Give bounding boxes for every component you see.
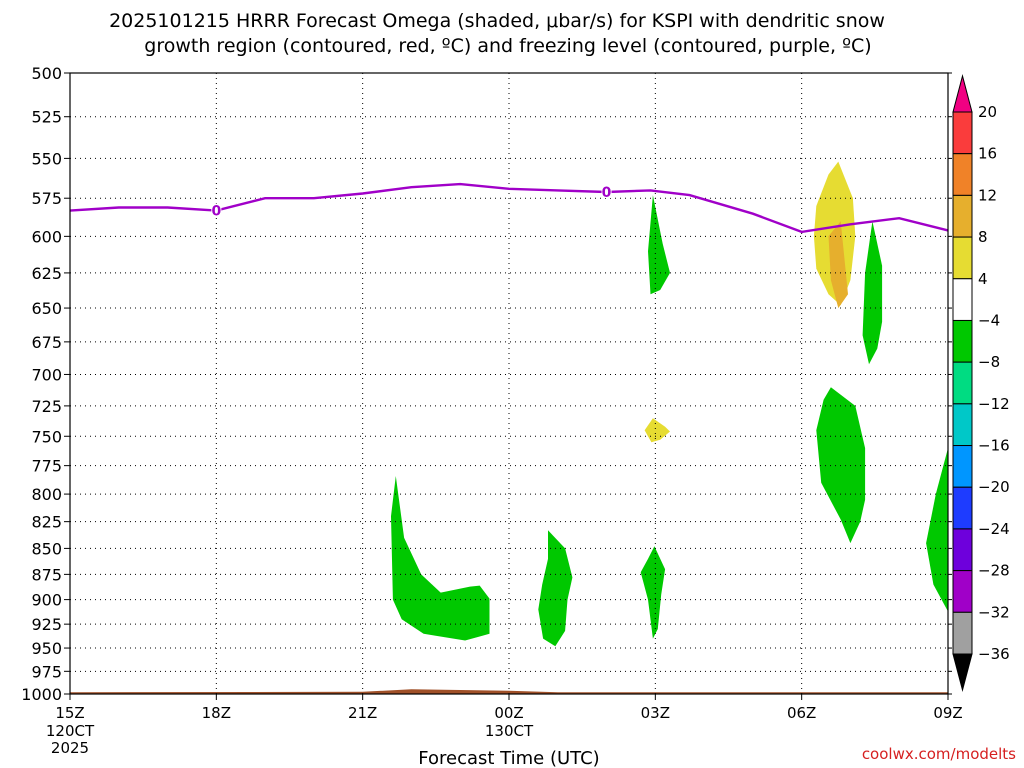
colorbar-label-13: −36 xyxy=(978,645,1010,663)
colorbar-swatch-8 xyxy=(952,445,973,488)
x-tick-label-15: 06Z xyxy=(787,704,816,722)
colorbar-bottom-arrow xyxy=(952,653,973,692)
y-tick-label-625: 625 xyxy=(31,264,62,283)
y-tick-label-725: 725 xyxy=(31,397,62,416)
omega-region-1 xyxy=(538,530,573,647)
omega-region-5 xyxy=(862,221,883,365)
x-date-label-0-0: 120CT xyxy=(46,722,95,740)
y-tick-label-1000: 1000 xyxy=(21,685,62,704)
freezing-label-bg-1 xyxy=(601,184,612,198)
colorbar-label-10: −24 xyxy=(978,520,1010,538)
omega-region-9 xyxy=(828,221,848,309)
colorbar-label-8: −16 xyxy=(978,437,1010,455)
y-tick-label-800: 800 xyxy=(31,485,62,504)
colorbar-label-1: 16 xyxy=(978,145,997,163)
colorbar-label-3: 8 xyxy=(978,228,988,246)
colorbar-swatch-7 xyxy=(952,403,973,447)
y-tick-label-500: 500 xyxy=(31,64,62,83)
colorbar-label-7: −12 xyxy=(978,395,1010,413)
omega-region-3 xyxy=(648,195,670,295)
x-date-label-1-0: 130CT xyxy=(485,722,534,740)
y-tick-label-700: 700 xyxy=(31,365,62,384)
freezing-label-bg-0 xyxy=(211,203,222,217)
x-date-label-0-1: 2025 xyxy=(51,739,89,757)
omega-region-0 xyxy=(391,476,490,641)
credit-link[interactable]: coolwx.com/modelts xyxy=(862,745,1016,763)
colorbar-swatch-1 xyxy=(952,153,973,196)
y-tick-label-650: 650 xyxy=(31,299,62,318)
y-tick-label-600: 600 xyxy=(31,227,62,246)
freezing-level-label-0: 0 xyxy=(211,204,221,220)
omega-region-7 xyxy=(644,418,670,443)
terrain-layer xyxy=(70,689,948,694)
colorbar-label-4: 4 xyxy=(978,270,988,288)
omega-shaded-regions xyxy=(391,161,948,647)
y-tick-label-525: 525 xyxy=(31,108,62,127)
x-tick-label-3: 18Z xyxy=(202,704,231,722)
freezing-level-contour: 00 xyxy=(69,182,949,234)
colorbar-swatch-4 xyxy=(952,278,973,321)
y-tick-label-900: 900 xyxy=(31,591,62,610)
y-tick-label-925: 925 xyxy=(31,615,62,634)
colorbar-label-11: −28 xyxy=(978,562,1010,580)
omega-region-2 xyxy=(640,546,666,639)
y-tick-label-850: 850 xyxy=(31,539,62,558)
chart-title-line-2: growth region (contoured, red, ºC) and f… xyxy=(144,35,871,57)
colorbar-label-2: 12 xyxy=(978,186,997,204)
x-tick-label-9: 00Z xyxy=(494,704,523,722)
grid-lines xyxy=(70,73,948,694)
y-tick-label-550: 550 xyxy=(31,149,62,168)
x-tick-label-18: 09Z xyxy=(933,704,962,722)
omega-colorbar: 20 16 12 8 4 −4 −8 −12 −16 −20 −24 −28 −32 −36 xyxy=(952,74,1010,692)
omega-region-6 xyxy=(926,448,948,612)
colorbar-swatch-9 xyxy=(952,486,973,530)
terrain-fill xyxy=(70,689,948,694)
colorbar-top-arrow xyxy=(952,74,973,113)
x-tick-label-0: 15Z xyxy=(55,704,84,722)
y-tick-label-825: 825 xyxy=(31,513,62,532)
colorbar-label-9: −20 xyxy=(978,478,1010,496)
colorbar-label-12: −32 xyxy=(978,603,1010,621)
colorbar-label-0: 20 xyxy=(978,103,997,121)
y-tick-label-975: 975 xyxy=(31,662,62,681)
x-axis-label: Forecast Time (UTC) xyxy=(418,748,599,768)
x-tick-label-6: 21Z xyxy=(348,704,377,722)
y-axis-pressure-ticks: 500 525 550 575 600 625 650 675 700 725 750 775 800 8… xyxy=(21,64,952,704)
colorbar-swatch-12 xyxy=(952,611,973,655)
colorbar-swatch-2 xyxy=(952,194,973,238)
colorbar-swatch-10 xyxy=(952,528,973,572)
y-tick-label-950: 950 xyxy=(31,639,62,658)
chart-title-line-1: 2025101215 HRRR Forecast Omega (shaded, … xyxy=(109,10,885,32)
colorbar-swatch-3 xyxy=(952,236,973,280)
colorbar-swatch-0 xyxy=(952,111,973,155)
colorbar-swatch-6 xyxy=(952,361,973,405)
x-tick-label-12: 03Z xyxy=(641,704,670,722)
y-tick-label-750: 750 xyxy=(31,427,62,446)
freezing-level-label-1: 0 xyxy=(602,185,612,201)
colorbar-swatch-5 xyxy=(952,319,973,363)
y-tick-label-875: 875 xyxy=(31,565,62,584)
y-tick-label-575: 575 xyxy=(31,189,62,208)
y-tick-label-775: 775 xyxy=(31,457,62,476)
colorbar-swatch-11 xyxy=(952,570,973,613)
y-tick-label-675: 675 xyxy=(31,333,62,352)
colorbar-label-5: −4 xyxy=(978,311,1000,329)
colorbar-label-6: −8 xyxy=(978,353,1000,371)
